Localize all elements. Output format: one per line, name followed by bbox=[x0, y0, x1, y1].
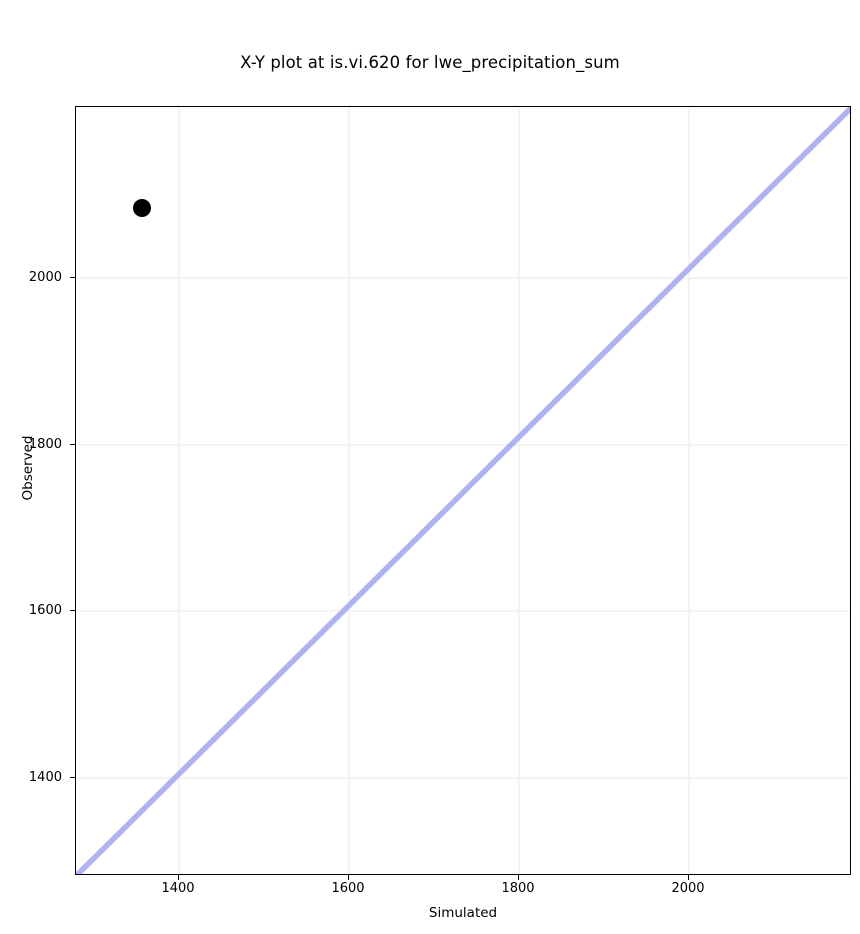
y-tick-label-1400: 1400 bbox=[28, 770, 62, 785]
x-tick-label-1800: 1800 bbox=[501, 881, 535, 896]
y-tick-label-1600: 1600 bbox=[28, 603, 62, 618]
x-tick-label-1400: 1400 bbox=[161, 881, 195, 896]
y-tick-mark bbox=[70, 277, 75, 278]
one-to-one-line bbox=[76, 107, 850, 874]
gridlines-vertical bbox=[178, 107, 690, 874]
y-tick-label-1800: 1800 bbox=[28, 437, 62, 452]
x-tick-mark bbox=[178, 875, 179, 880]
y-tick-mark bbox=[70, 777, 75, 778]
x-tick-mark bbox=[518, 875, 519, 880]
scatter-points bbox=[133, 199, 151, 217]
x-tick-mark bbox=[688, 875, 689, 880]
data-point bbox=[133, 199, 151, 217]
x-tick-mark bbox=[348, 875, 349, 880]
x-tick-label-2000: 2000 bbox=[671, 881, 705, 896]
y-axis-ticks: 1400 1600 1800 2000 bbox=[0, 0, 75, 934]
y-tick-label-2000: 2000 bbox=[28, 270, 62, 285]
plot-canvas bbox=[76, 107, 850, 874]
gridlines-horizontal bbox=[76, 277, 850, 779]
y-tick-mark bbox=[70, 610, 75, 611]
x-axis-label: Simulated bbox=[428, 905, 498, 921]
chart-title-line-1: X-Y plot at is.vi.620 for lwe_precipitat… bbox=[240, 53, 620, 72]
y-axis-label: Observed bbox=[20, 435, 36, 501]
plot-area bbox=[75, 106, 851, 875]
x-tick-label-1600: 1600 bbox=[331, 881, 365, 896]
y-tick-mark bbox=[70, 444, 75, 445]
